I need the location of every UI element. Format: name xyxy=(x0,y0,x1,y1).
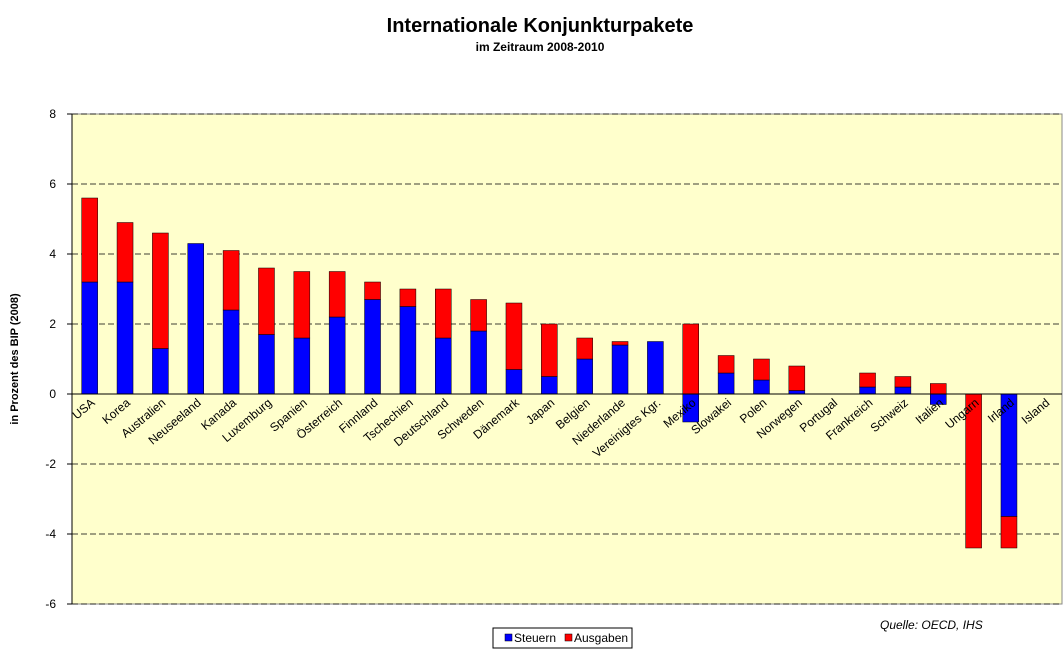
bar-segment xyxy=(116,222,134,283)
y-tick-label: 2 xyxy=(49,317,56,331)
y-tick-label: 4 xyxy=(49,247,56,261)
bar-segment xyxy=(222,309,240,395)
bar-segment xyxy=(859,386,876,395)
bar-segment xyxy=(258,267,275,335)
bar-segment xyxy=(258,334,275,395)
bar-segment xyxy=(364,281,381,300)
bar-segment xyxy=(293,337,311,395)
y-tick-label: -6 xyxy=(45,597,56,611)
y-axis-title: in Prozent des BIP (2008) xyxy=(9,293,21,425)
bar-segment xyxy=(116,281,134,395)
bar-segment xyxy=(753,358,770,381)
bar-segment xyxy=(435,288,452,339)
bar-segment xyxy=(1000,516,1018,549)
bar-segment xyxy=(399,306,417,395)
bar-segment xyxy=(152,348,169,395)
bar-segment xyxy=(152,232,169,349)
bar-segment xyxy=(328,271,346,318)
bar-segment xyxy=(470,299,487,332)
bar-segment xyxy=(505,302,523,370)
bar-segment xyxy=(364,299,381,395)
bar-segment xyxy=(647,341,664,395)
bar-segment xyxy=(293,271,311,339)
legend-swatch xyxy=(504,633,513,642)
bar-segment xyxy=(435,337,452,395)
bar-segment xyxy=(187,243,204,395)
y-tick-label: 6 xyxy=(49,177,56,191)
bar-segment xyxy=(682,323,699,395)
bar-segment xyxy=(470,330,487,395)
bar-segment xyxy=(505,369,523,395)
bar-segment xyxy=(930,383,947,395)
legend xyxy=(492,627,633,649)
bar-segment xyxy=(541,376,558,395)
bar-segment xyxy=(894,376,912,388)
y-tick-label: -4 xyxy=(45,527,56,541)
bar-segment xyxy=(81,281,98,395)
bar-segment xyxy=(576,337,593,360)
legend-swatch xyxy=(564,633,573,642)
bar-segment xyxy=(399,288,417,307)
bar-segment xyxy=(788,390,806,395)
y-tick-label: -2 xyxy=(45,457,56,471)
chart-subtitle: im Zeitraum 2008-2010 xyxy=(476,40,605,54)
source-note: Quelle: OECD, IHS xyxy=(880,618,983,632)
bar-segment xyxy=(611,341,629,346)
bar-segment xyxy=(717,355,735,374)
bar-segment xyxy=(859,372,876,388)
bar-segment xyxy=(611,344,629,395)
plot-area xyxy=(71,113,1063,605)
bar-segment xyxy=(753,379,770,395)
bar-segment xyxy=(81,197,98,283)
bar-segment xyxy=(788,365,806,391)
y-tick-label: 0 xyxy=(49,387,56,401)
bar-segment xyxy=(894,386,912,395)
bar-segment xyxy=(576,358,593,395)
legend-label: Ausgaben xyxy=(574,631,628,645)
legend-label: Steuern xyxy=(514,631,556,645)
bar-segment xyxy=(328,316,346,395)
bar-segment xyxy=(222,250,240,311)
bar-segment xyxy=(541,323,558,377)
bar-segment xyxy=(717,372,735,395)
y-tick-label: 8 xyxy=(49,107,56,121)
chart-title: Internationale Konjunkturpakete xyxy=(387,15,694,37)
